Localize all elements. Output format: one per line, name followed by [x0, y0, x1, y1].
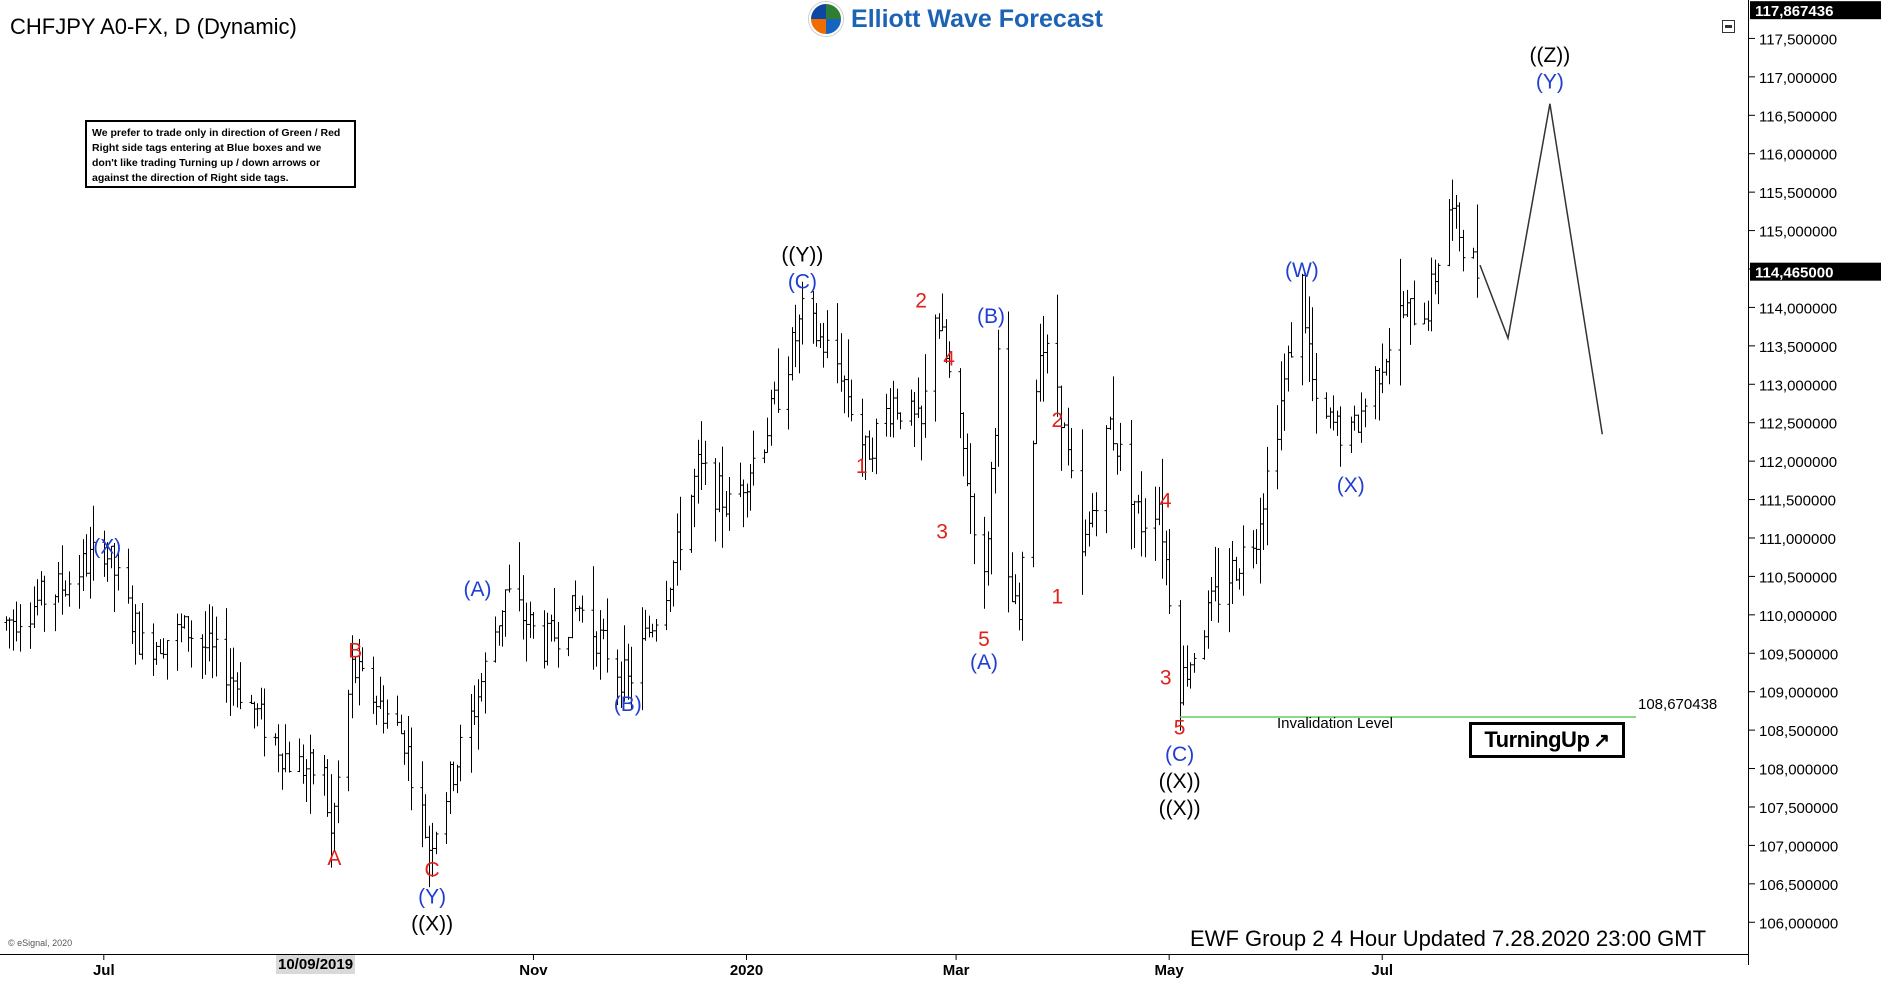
wave-label: (A) [970, 651, 998, 674]
esignal-copyright: © eSignal, 2020 [8, 938, 73, 948]
projection-layer [1479, 103, 1604, 435]
top-price-label: 117,867436 [1755, 3, 1833, 20]
time-tick-label: May [1155, 962, 1185, 979]
wave-label: (C) [1165, 743, 1194, 766]
price-tick-label: 107,000000 [1759, 838, 1838, 855]
price-axis-svg: 106,000000 106,500000 107,000000 107,500000… [1749, 1, 1881, 932]
time-axis[interactable]: Jul Nov 2020 Mar May Jul [0, 954, 1748, 982]
wave-label: (W) [1285, 259, 1319, 282]
trading-note-box: We prefer to trade only in direction of … [85, 120, 356, 188]
wave-label: C [425, 858, 440, 881]
wave-label: 4 [1160, 490, 1172, 513]
price-tick-label: 115,000000 [1759, 224, 1837, 241]
price-tick-label: 113,000000 [1759, 377, 1837, 394]
price-tick-label: 113,500000 [1759, 339, 1837, 356]
top-price-tag [1750, 1, 1881, 20]
price-tick-label: 111,000000 [1759, 531, 1836, 548]
ohlc-bars-layer [4, 179, 1480, 888]
invalidation-value: 108,670438 [1638, 696, 1718, 713]
wave-label: (X) [93, 536, 121, 559]
wave-label: 5 [978, 628, 990, 651]
price-tick-label: 117,000000 [1759, 70, 1837, 87]
wave-label: 5 [1174, 716, 1186, 739]
price-tick-label: 111,500000 [1759, 493, 1836, 510]
brand-name: Elliott Wave Forecast [851, 4, 1103, 33]
window-restore-icon[interactable] [1722, 20, 1735, 33]
turning-up-badge: TurningUp ↗ [1469, 722, 1625, 758]
wave-label: (B) [614, 693, 642, 716]
price-tick-label: 116,500000 [1759, 108, 1837, 125]
wave-label: (B) [977, 305, 1005, 328]
brand-logo-banner: Elliott Wave Forecast [803, 2, 1109, 36]
price-tick-label: 115,500000 [1759, 185, 1837, 202]
chart-title: CHFJPY A0-FX, D (Dynamic) [10, 14, 297, 39]
wave-label: A [327, 847, 341, 870]
time-tick-label: Nov [519, 962, 548, 979]
wave-label: ((Y)) [781, 244, 823, 267]
price-tick-label: 112,500000 [1759, 416, 1837, 433]
price-tick-label: 107,500000 [1759, 800, 1838, 817]
last-price-label: 114,465000 [1755, 265, 1833, 282]
update-footer: EWF Group 2 4 Hour Updated 7.28.2020 23:… [1190, 926, 1707, 951]
wave-label: ((X)) [1159, 770, 1201, 793]
turning-up-label: TurningUp [1484, 727, 1590, 752]
price-tick-label: 108,500000 [1759, 723, 1838, 740]
wave-label: (X) [1337, 474, 1365, 497]
wave-label: ((X)) [1159, 797, 1201, 820]
time-tick-label: Jul [93, 962, 115, 979]
price-tick-label: 108,000000 [1759, 762, 1838, 779]
projection-path [1479, 103, 1604, 435]
arrow-up-right-icon: ↗ [1593, 729, 1610, 752]
wave-label: 1 [856, 455, 868, 478]
wave-label: (C) [788, 271, 817, 294]
time-tick-label: Jul [1371, 962, 1393, 979]
price-tick-label: 112,000000 [1759, 454, 1837, 471]
wave-label: ((Z)) [1529, 44, 1570, 67]
wave-label: 4 [943, 347, 955, 370]
time-tick-label: 2020 [730, 962, 763, 979]
price-tick-label: 109,000000 [1759, 685, 1838, 702]
last-price-tag [1750, 262, 1881, 281]
wave-label: 3 [936, 520, 948, 543]
wave-label: 3 [1160, 666, 1172, 689]
wave-labels-layer: (X)ABC(Y)((X))(A)(B)((Y))(C)12345(A)(B)1… [93, 44, 1570, 935]
wave-label: (Y) [418, 885, 446, 908]
wave-label: 1 [1052, 586, 1064, 609]
brand-logo-icon [809, 2, 844, 36]
price-tick-label: 109,500000 [1759, 646, 1838, 663]
cursor-date-tag: 10/09/2019 [276, 955, 356, 974]
wave-label: 2 [915, 290, 927, 313]
price-tick-label: 116,000000 [1759, 147, 1837, 164]
time-tick-label: Mar [943, 962, 970, 979]
wave-label: B [348, 639, 362, 662]
invalidation-label: Invalidation Level [1277, 715, 1393, 732]
time-axis-svg: Jul Nov 2020 Mar May Jul [93, 955, 1393, 979]
price-tick-label: 117,500000 [1759, 31, 1837, 48]
price-tick-label: 106,500000 [1759, 877, 1838, 894]
price-tick-label: 106,000000 [1759, 915, 1838, 932]
price-tick-label: 110,000000 [1759, 608, 1837, 625]
wave-label: (Y) [1536, 71, 1564, 94]
wave-label: ((X)) [411, 912, 453, 935]
price-axis[interactable]: 106,000000 106,500000 107,000000 107,500000… [1748, 0, 1881, 965]
wave-label: 2 [1052, 409, 1064, 432]
price-tick-label: 110,500000 [1759, 569, 1837, 586]
price-tick-label: 114,000000 [1759, 300, 1837, 317]
wave-label: (A) [464, 578, 492, 601]
